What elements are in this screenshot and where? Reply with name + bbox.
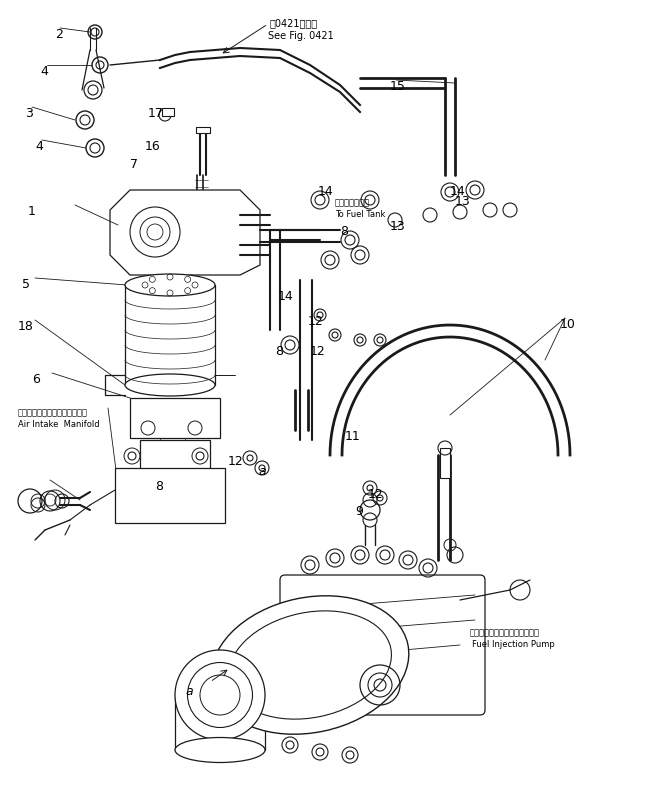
Text: フェルタンクへ: フェルタンクへ xyxy=(335,198,370,207)
Text: 12: 12 xyxy=(228,455,244,468)
Text: 14: 14 xyxy=(278,290,294,303)
Text: 4: 4 xyxy=(40,65,48,78)
Text: 7: 7 xyxy=(130,158,138,171)
Text: 13: 13 xyxy=(455,195,471,208)
Text: 12: 12 xyxy=(308,315,324,328)
Text: 4: 4 xyxy=(35,140,43,153)
Text: 5: 5 xyxy=(22,278,30,291)
Ellipse shape xyxy=(125,374,215,396)
Ellipse shape xyxy=(200,675,240,715)
Text: See Fig. 0421: See Fig. 0421 xyxy=(268,31,334,41)
Text: 2: 2 xyxy=(55,28,63,41)
Ellipse shape xyxy=(175,737,265,762)
Ellipse shape xyxy=(188,663,252,728)
Text: To Fuel Tank: To Fuel Tank xyxy=(335,210,385,219)
Ellipse shape xyxy=(175,650,265,740)
Text: 8: 8 xyxy=(275,345,283,358)
Ellipse shape xyxy=(211,596,409,734)
Text: 12: 12 xyxy=(310,345,326,358)
Bar xyxy=(162,108,174,116)
Text: 11: 11 xyxy=(345,430,361,443)
Text: 10: 10 xyxy=(560,318,576,331)
FancyBboxPatch shape xyxy=(280,575,485,715)
Text: 13: 13 xyxy=(390,220,406,233)
Bar xyxy=(140,440,210,470)
Bar xyxy=(115,468,225,523)
Text: Air Intake  Manifold: Air Intake Manifold xyxy=(18,420,100,429)
Text: 12: 12 xyxy=(368,488,384,501)
Text: 6: 6 xyxy=(32,373,40,386)
Text: a: a xyxy=(185,685,192,698)
Text: 9: 9 xyxy=(355,505,363,518)
Text: 8: 8 xyxy=(340,225,348,238)
Text: 15: 15 xyxy=(390,80,406,93)
Text: 17: 17 xyxy=(148,107,164,120)
Text: 16: 16 xyxy=(145,140,161,153)
Bar xyxy=(130,398,220,438)
Bar xyxy=(196,127,210,133)
Text: 8: 8 xyxy=(155,480,163,493)
Text: 3: 3 xyxy=(25,107,33,120)
Text: a: a xyxy=(258,465,265,478)
Text: 14: 14 xyxy=(318,185,334,198)
Text: 14: 14 xyxy=(450,185,466,198)
Text: Fuel Injection Pump: Fuel Injection Pump xyxy=(472,640,555,649)
Text: 第0421図参照: 第0421図参照 xyxy=(270,18,318,28)
Ellipse shape xyxy=(229,611,391,719)
Ellipse shape xyxy=(125,274,215,296)
Polygon shape xyxy=(110,190,260,275)
Text: 18: 18 xyxy=(18,320,34,333)
Bar xyxy=(440,448,450,478)
Text: フェルインジェクションポンプ: フェルインジェクションポンプ xyxy=(470,628,540,637)
Text: 1: 1 xyxy=(28,205,36,218)
Text: エアーインテークマニホールド: エアーインテークマニホールド xyxy=(18,408,88,417)
